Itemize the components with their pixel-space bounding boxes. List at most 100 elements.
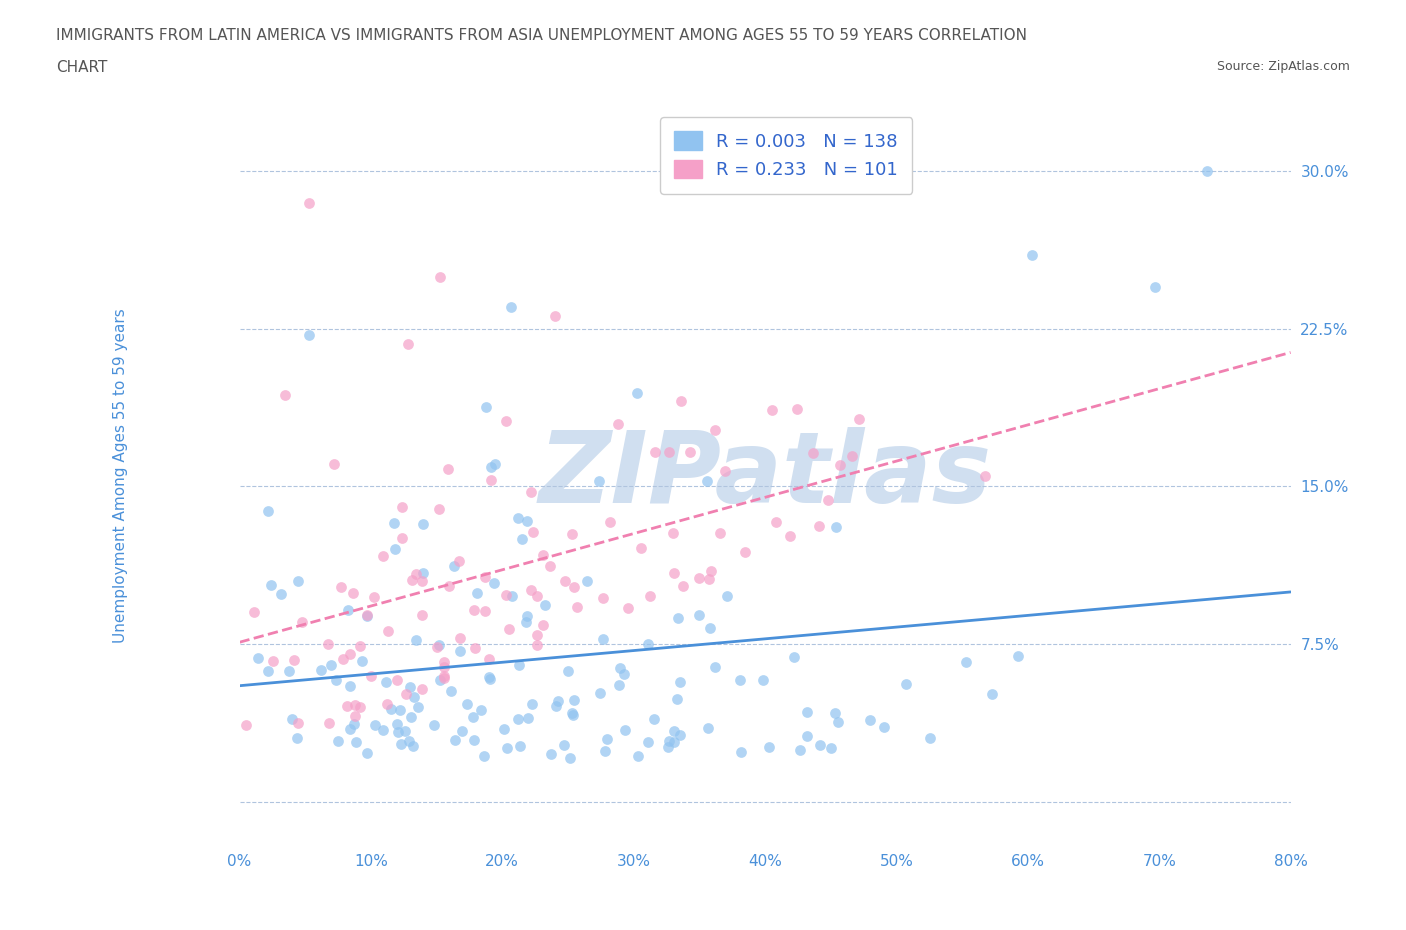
Point	[981, 687, 1004, 702]
Point	[562, 693, 585, 708]
Point	[257, 664, 280, 679]
Point	[522, 697, 544, 711]
Point	[318, 716, 340, 731]
Point	[343, 708, 366, 723]
Point	[344, 735, 367, 750]
Point	[709, 526, 731, 541]
Point	[385, 717, 408, 732]
Point	[247, 650, 270, 665]
Legend: R = 0.003   N = 138, R = 0.233   N = 101: R = 0.003 N = 138, R = 0.233 N = 101	[659, 117, 912, 193]
Point	[396, 337, 419, 352]
Point	[427, 637, 450, 652]
Point	[506, 511, 529, 525]
Point	[437, 461, 460, 476]
Point	[607, 417, 630, 432]
Point	[522, 525, 544, 539]
Point	[696, 473, 718, 488]
Point	[607, 678, 630, 693]
Point	[765, 515, 787, 530]
Point	[758, 739, 780, 754]
Point	[474, 604, 496, 618]
Point	[318, 637, 340, 652]
Point	[515, 615, 537, 630]
Point	[356, 745, 378, 760]
Point	[973, 468, 995, 483]
Point	[638, 589, 661, 604]
Point	[520, 485, 543, 499]
Point	[394, 723, 416, 737]
Text: IMMIGRANTS FROM LATIN AMERICA VS IMMIGRANTS FROM ASIA UNEMPLOYMENT AMONG AGES 55: IMMIGRANTS FROM LATIN AMERICA VS IMMIGRA…	[56, 28, 1028, 43]
Point	[499, 299, 522, 314]
Point	[666, 610, 689, 625]
Point	[859, 713, 882, 728]
Point	[412, 516, 434, 531]
Point	[761, 403, 783, 418]
Point	[339, 647, 361, 662]
Point	[517, 711, 540, 725]
Point	[391, 499, 413, 514]
Point	[595, 731, 617, 746]
Point	[339, 722, 361, 737]
Point	[637, 735, 659, 750]
Point	[262, 653, 284, 668]
Point	[557, 663, 579, 678]
Point	[531, 548, 554, 563]
Point	[562, 579, 585, 594]
Point	[319, 658, 342, 672]
Point	[363, 590, 385, 604]
Point	[801, 445, 824, 460]
Point	[495, 413, 517, 428]
Text: ZIPatlas: ZIPatlas	[538, 428, 991, 525]
Point	[456, 697, 478, 711]
Point	[588, 685, 610, 700]
Point	[1021, 247, 1043, 262]
Point	[336, 698, 359, 713]
Y-axis label: Unemployment Among Ages 55 to 59 years: Unemployment Among Ages 55 to 59 years	[114, 309, 128, 644]
Point	[375, 674, 398, 689]
Point	[350, 653, 373, 668]
Point	[920, 731, 942, 746]
Point	[672, 578, 695, 593]
Point	[298, 327, 321, 342]
Point	[599, 514, 621, 529]
Point	[1195, 164, 1218, 179]
Point	[478, 670, 501, 684]
Point	[387, 724, 409, 739]
Point	[402, 738, 425, 753]
Point	[450, 644, 472, 658]
Point	[484, 457, 506, 472]
Point	[429, 501, 451, 516]
Point	[243, 605, 266, 620]
Point	[389, 737, 412, 751]
Point	[664, 735, 686, 750]
Point	[588, 473, 610, 488]
Point	[278, 663, 301, 678]
Point	[509, 738, 531, 753]
Point	[697, 572, 720, 587]
Point	[894, 677, 917, 692]
Point	[520, 583, 543, 598]
Point	[669, 394, 692, 409]
Point	[423, 717, 446, 732]
Point	[339, 679, 361, 694]
Point	[752, 672, 775, 687]
Point	[1007, 648, 1029, 663]
Point	[385, 672, 408, 687]
Point	[567, 600, 589, 615]
Point	[404, 690, 426, 705]
Point	[356, 607, 378, 622]
Point	[716, 589, 738, 604]
Point	[644, 445, 666, 459]
Point	[658, 445, 681, 459]
Point	[391, 531, 413, 546]
Point	[360, 668, 382, 683]
Point	[779, 528, 801, 543]
Point	[382, 515, 405, 530]
Point	[371, 723, 394, 737]
Point	[543, 309, 565, 324]
Point	[699, 621, 721, 636]
Point	[406, 700, 429, 715]
Point	[516, 609, 538, 624]
Point	[662, 565, 685, 580]
Point	[437, 578, 460, 593]
